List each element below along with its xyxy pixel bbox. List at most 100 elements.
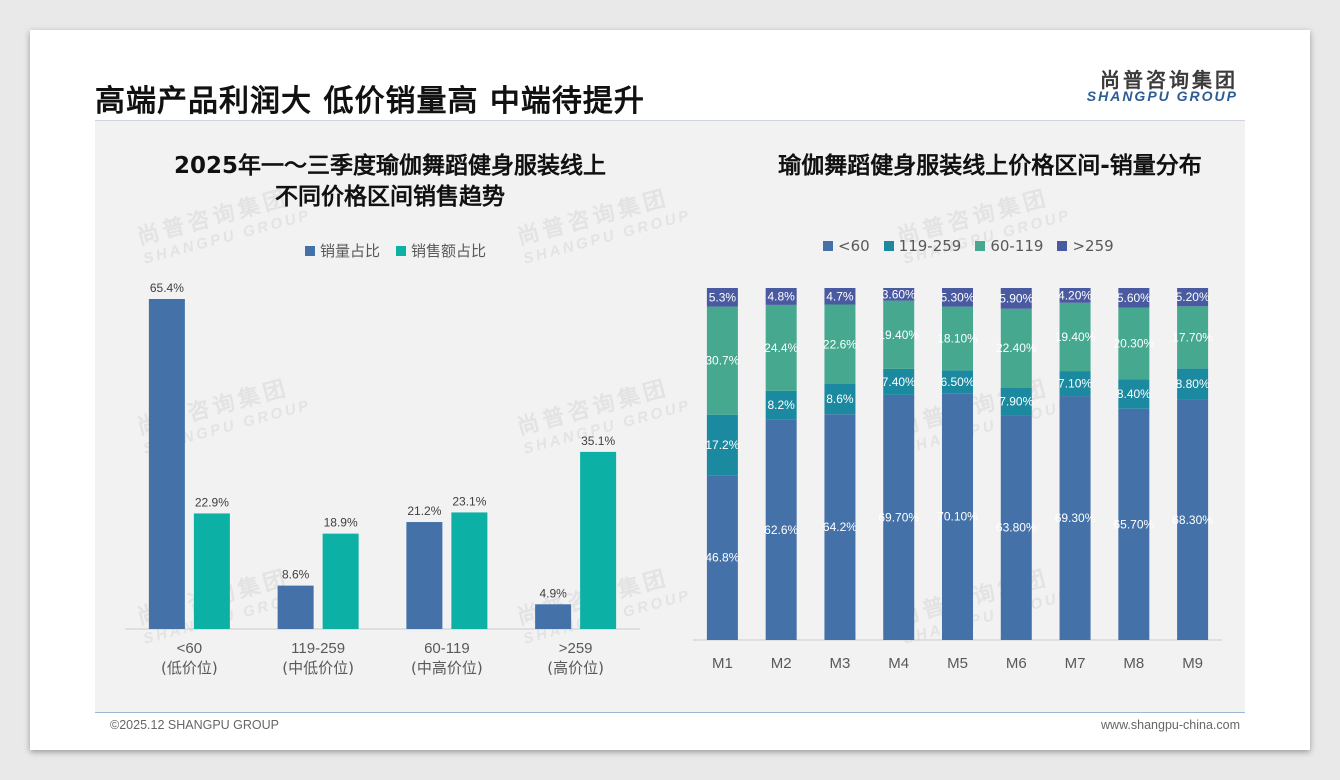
x-tick-label: M8 [1123, 655, 1144, 672]
stack-segment-119-259 [706, 414, 738, 476]
stack-segment-lt60 [1118, 408, 1150, 640]
right-stacked-bar-chart: 46.8% 17.2% 30.7% 5.3% M1 62.6% 8.2% 24.4% 4.8% M… [693, 287, 1222, 672]
segment-data-label: 17.70% [1172, 330, 1213, 344]
segment-data-label: 3.60% [882, 287, 916, 301]
x-tick-sublabel: (中低价位) [282, 659, 354, 677]
bar-sales-volume [535, 604, 572, 629]
x-tick-label: 60-119 [424, 640, 470, 657]
stack-segment-60-119 [1118, 307, 1150, 380]
stack-segment-119-259 [1177, 368, 1209, 400]
left-chart-title: 2025年一～三季度瑜伽舞蹈健身服装线上 不同价格区间销售趋势 [100, 151, 680, 213]
segment-data-label: 64.2% [823, 520, 857, 534]
legend-swatch [305, 245, 315, 256]
stack-segment-gt259 [824, 288, 856, 305]
bar-sales-amount [193, 513, 230, 629]
legend-item-sales-amount: 销售额占比 [396, 240, 486, 261]
x-tick-sublabel: (低价位) [161, 659, 218, 677]
segment-data-label: 62.6% [764, 523, 798, 537]
bar-data-label: 22.9% [195, 495, 229, 509]
segment-data-label: 8.40% [1117, 387, 1151, 401]
segment-data-label: 17.2% [705, 438, 739, 452]
x-tick-label: M1 [712, 655, 733, 672]
segment-data-label: 24.4% [764, 341, 798, 355]
footer-divider [95, 712, 1245, 713]
segment-data-label: 5.60% [1117, 291, 1151, 305]
segment-data-label: 22.40% [996, 341, 1037, 355]
segment-data-label: 8.6% [826, 392, 854, 406]
legend-label: >259 [1072, 237, 1114, 255]
footer-copyright: ©2025.12 SHANGPU GROUP [110, 718, 279, 732]
x-tick-sublabel: (中高价位) [411, 659, 483, 677]
left-bar-chart: 65.4% 22.9% <60 (低价位) 8.6% 18.9% 119-259 (中低价位)… [125, 281, 640, 677]
stack-segment-119-259 [824, 384, 856, 415]
segment-data-label: 6.50% [940, 375, 974, 389]
legend-swatch [396, 245, 407, 256]
legend-item-gt259: >259 [1057, 237, 1114, 255]
segment-data-label: 5.90% [999, 291, 1033, 305]
stack-segment-60-119 [1000, 308, 1032, 388]
segment-data-label: 69.30% [1055, 511, 1096, 525]
bar-data-label: 8.6% [282, 568, 310, 582]
footer-website: www.shangpu-china.com [1101, 718, 1240, 732]
stack-segment-lt60 [1059, 396, 1091, 640]
stack-segment-60-119 [706, 306, 738, 415]
x-tick-label: M7 [1065, 655, 1086, 672]
bar-sales-volume [406, 522, 443, 629]
bar-data-label: 35.1% [581, 434, 615, 448]
segment-data-label: 65.70% [1113, 517, 1154, 531]
x-tick-label: M3 [830, 655, 851, 672]
left-chart-title-line2: 不同价格区间销售趋势 [275, 184, 505, 210]
legend-item-60-119: 60-119 [975, 237, 1043, 255]
bar-data-label: 4.9% [539, 586, 567, 600]
stack-segment-119-259 [765, 390, 797, 420]
logo-english: SHANGPU GROUP [1086, 88, 1238, 104]
stack-segment-gt259 [883, 288, 915, 301]
bar-data-label: 65.4% [150, 281, 184, 295]
segment-data-label: 5.3% [709, 290, 737, 304]
legend-item-lt60: <60 [823, 237, 870, 255]
stack-segment-60-119 [1177, 306, 1209, 369]
stack-segment-119-259 [942, 370, 973, 394]
x-tick-label: M6 [1006, 655, 1027, 672]
segment-data-label: 4.7% [826, 289, 854, 303]
segment-data-label: 20.30% [1113, 336, 1154, 350]
segment-data-label: 5.30% [940, 290, 974, 304]
right-chart-legend: <60 119-259 60-119 >259 [823, 237, 1114, 255]
legend-item-sales-volume: 销量占比 [305, 240, 380, 261]
stack-segment-lt60 [824, 414, 856, 640]
segment-data-label: 30.7% [705, 354, 739, 368]
stack-segment-119-259 [883, 368, 915, 395]
legend-label: 销量占比 [320, 242, 381, 260]
segment-data-label: 19.40% [1055, 330, 1096, 344]
segment-data-label: 68.30% [1172, 513, 1213, 527]
segment-data-label: 46.8% [705, 551, 739, 565]
bar-sales-volume [148, 299, 185, 629]
stack-segment-lt60 [942, 393, 973, 640]
segment-data-label: 8.2% [767, 398, 795, 412]
x-tick-label: >259 [559, 640, 593, 657]
x-tick-label: M4 [888, 655, 909, 672]
segment-data-label: 70.10% [937, 510, 978, 524]
legend-swatch [975, 241, 986, 251]
x-tick-label: M9 [1182, 655, 1203, 672]
stack-segment-lt60 [706, 475, 738, 640]
bar-data-label: 23.1% [452, 494, 486, 508]
stack-segment-119-259 [1000, 387, 1032, 416]
segment-data-label: 19.40% [878, 328, 919, 342]
charts-canvas: 65.4% 22.9% <60 (低价位) 8.6% 18.9% 119-259 (中低价位)… [125, 281, 1222, 677]
segment-data-label: 7.10% [1058, 377, 1092, 391]
stack-segment-60-119 [883, 300, 915, 369]
stack-segment-60-119 [942, 306, 973, 371]
segment-data-label: 4.20% [1058, 288, 1092, 302]
segment-data-label: 63.80% [996, 521, 1037, 535]
stack-segment-lt60 [765, 419, 797, 640]
bar-sales-amount [451, 512, 488, 629]
x-tick-label: M2 [771, 655, 792, 672]
stack-segment-gt259 [1118, 288, 1150, 308]
segment-data-label: 22.6% [823, 337, 857, 351]
bar-data-label: 18.9% [324, 516, 358, 530]
stack-segment-gt259 [765, 288, 797, 305]
segment-data-label: 5.20% [1176, 290, 1210, 304]
segment-data-label: 7.90% [999, 395, 1033, 409]
